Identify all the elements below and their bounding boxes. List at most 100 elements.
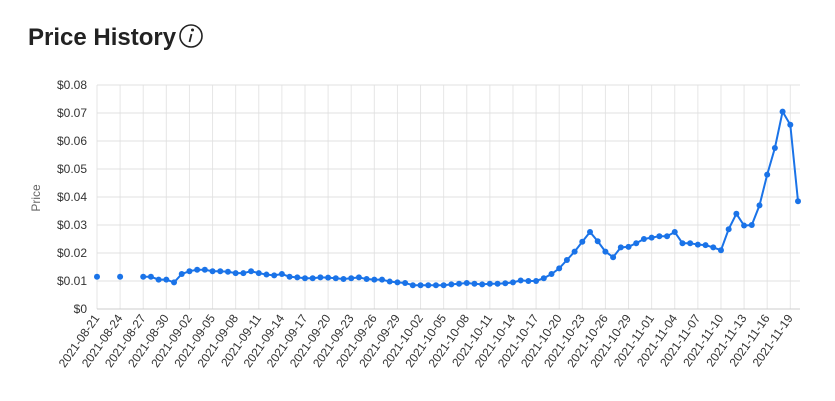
price-point [725, 226, 732, 233]
price-point [602, 248, 609, 255]
price-point [194, 266, 201, 273]
info-circle [179, 24, 203, 48]
price-point [309, 275, 316, 282]
price-point [733, 210, 740, 217]
price-point [694, 241, 701, 248]
price-point [402, 279, 409, 286]
price-point [409, 282, 416, 289]
price-point [317, 274, 324, 281]
price-point [286, 273, 293, 280]
price-point [348, 275, 355, 282]
price-point [471, 280, 478, 287]
price-point [140, 273, 147, 280]
price-point [371, 276, 378, 283]
price-point [325, 274, 332, 281]
price-point [795, 198, 801, 205]
price-point [687, 240, 694, 247]
price-point [417, 282, 424, 289]
price-point [548, 271, 555, 277]
info-icon[interactable] [179, 24, 203, 48]
y-tick-label: $0.06 [57, 134, 87, 148]
price-point [394, 279, 401, 286]
price-point [255, 270, 262, 277]
price-point [232, 270, 239, 277]
price-point [248, 268, 255, 275]
price-point [664, 233, 671, 240]
price-point [479, 281, 486, 288]
price-point [525, 278, 532, 284]
price-point [540, 275, 547, 282]
price-point [494, 280, 501, 287]
price-point [640, 236, 647, 242]
price-point [648, 234, 655, 241]
price-point [764, 171, 771, 178]
price-point [748, 222, 755, 228]
price-point [448, 281, 455, 288]
price-point [217, 268, 224, 275]
price-point [509, 279, 516, 286]
price-point [171, 279, 178, 286]
price-point [178, 271, 185, 277]
price-point [771, 145, 778, 151]
price-line [143, 108, 799, 287]
price-point [756, 202, 763, 209]
price-point [571, 248, 578, 255]
y-tick-label: $0.01 [57, 274, 87, 288]
price-point [379, 276, 386, 283]
price-point [117, 273, 124, 280]
price-point [425, 282, 432, 289]
y-axis-label: Price [29, 184, 43, 212]
price-point [702, 242, 709, 249]
y-tick-label: $0.04 [57, 190, 87, 204]
price-point [201, 266, 208, 273]
price-point [679, 240, 686, 247]
price-point [271, 272, 278, 279]
price-point [710, 244, 717, 251]
price-point [432, 282, 439, 289]
price-point [556, 265, 563, 272]
price-point [610, 254, 617, 261]
price-point [625, 243, 632, 250]
price-point [741, 222, 748, 229]
price-point [517, 277, 524, 284]
price-point [294, 274, 301, 281]
price-point [633, 240, 640, 247]
y-tick-label: $0 [74, 302, 88, 316]
price-point [355, 274, 362, 281]
plot: 2021-08-212021-08-242021-08-272021-08-30… [56, 78, 801, 370]
y-tick-label: $0.05 [57, 162, 87, 176]
price-point [787, 121, 794, 128]
price-point [163, 276, 170, 283]
price-point [463, 279, 470, 286]
price-point [579, 238, 586, 245]
price-point [224, 268, 231, 275]
price-point [94, 273, 100, 280]
price-point [533, 278, 540, 284]
price-point [340, 276, 347, 283]
price-point [656, 233, 663, 240]
price-point [617, 244, 624, 251]
price-point [779, 108, 786, 115]
price-point [209, 268, 216, 275]
info-stem [188, 33, 193, 43]
price-point [301, 275, 308, 282]
price-point [594, 238, 601, 245]
widget-title: Price History [28, 24, 177, 51]
price-point [717, 247, 724, 254]
price-point [147, 273, 154, 280]
info-dot [191, 28, 194, 32]
price-point [155, 276, 162, 283]
price-point [440, 282, 447, 289]
price-point [486, 280, 493, 287]
y-tick-label: $0.03 [57, 218, 87, 232]
price-point [186, 268, 193, 275]
price-point [332, 275, 339, 282]
price-point [456, 280, 463, 287]
price-point [363, 276, 370, 283]
price-point [587, 229, 594, 235]
price-point [386, 278, 393, 285]
y-tick-label: $0.02 [57, 246, 87, 260]
y-tick-label: $0.08 [57, 78, 87, 92]
price-point [671, 229, 678, 235]
